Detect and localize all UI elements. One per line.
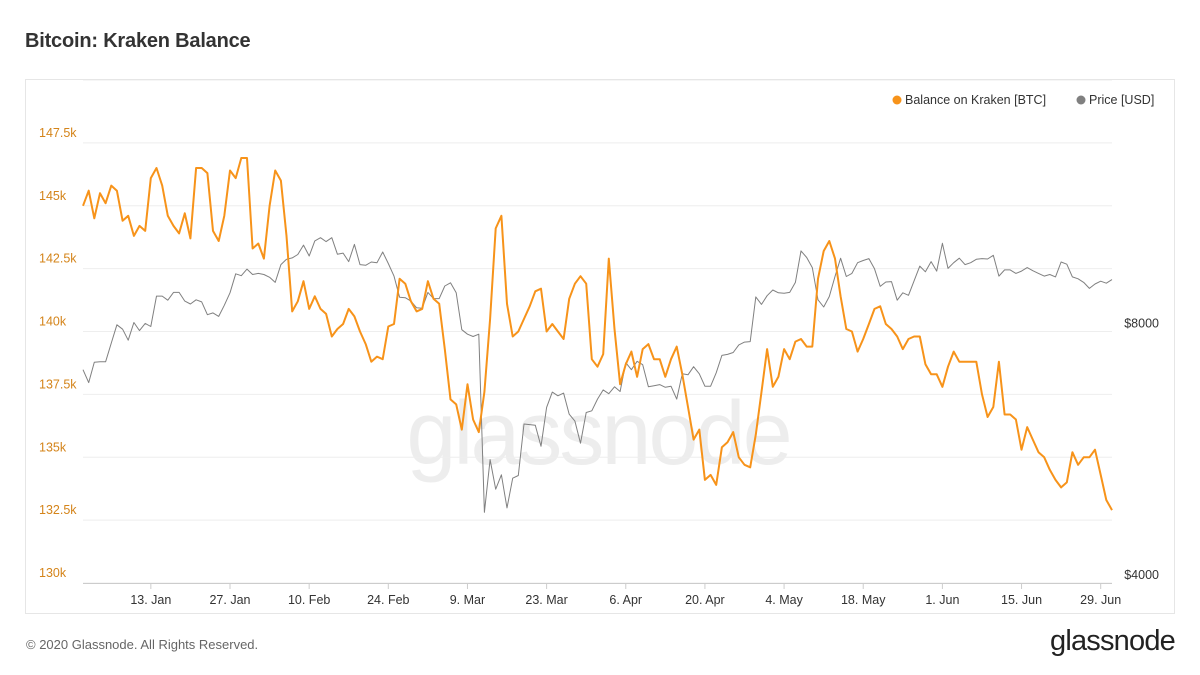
y-left-tick-label: 145k	[39, 189, 67, 203]
series-line-price	[82, 237, 1113, 513]
y-left-tick-label: 140k	[39, 315, 67, 329]
y-left-tick-label: 132.5k	[39, 503, 77, 517]
x-tick-label: 4. May	[765, 593, 803, 607]
x-tick-label: 13. Jan	[130, 593, 171, 607]
y-axis-right: $4000 $8000	[1124, 317, 1159, 583]
y-left-tick-label: 142.5k	[39, 252, 77, 266]
x-tick-label: 29. Jun	[1080, 593, 1121, 607]
chart-panel: glassnode 13. Jan 27. Jan 10. Feb 24. Feb 9.…	[25, 79, 1175, 614]
x-tick-label: 24. Feb	[367, 593, 409, 607]
page-title: Bitcoin: Kraken Balance	[25, 30, 251, 52]
legend-marker-balance	[892, 95, 902, 105]
x-tick-label: 27. Jan	[209, 593, 250, 607]
y-left-tick-label: 147.5k	[39, 126, 77, 140]
y-right-tick-label: $8000	[1124, 317, 1159, 331]
glassnode-logo: glassnode	[1049, 625, 1176, 657]
x-tick-label: 1. Jun	[925, 593, 959, 607]
series-layer	[82, 157, 1113, 513]
x-tick-label: 9. Mar	[450, 593, 485, 607]
legend-item-balance[interactable]: Balance on Kraken [BTC]	[892, 93, 1047, 107]
x-tick-label: 6. Apr	[609, 593, 642, 607]
legend: Balance on Kraken [BTC] Price [USD]	[892, 93, 1155, 107]
x-tick-label: 20. Apr	[685, 593, 725, 607]
x-tick-label: 18. May	[841, 593, 886, 607]
x-tick-label: 15. Jun	[1001, 593, 1042, 607]
legend-item-price[interactable]: Price [USD]	[1076, 93, 1155, 107]
y-left-tick-label: 130k	[39, 566, 67, 580]
y-right-tick-label: $4000	[1124, 568, 1159, 582]
y-axis-left: 130k 132.5k 135k 137.5k 140k 142.5k 145k 147.5k	[39, 126, 77, 580]
y-left-tick-label: 137.5k	[39, 377, 77, 391]
chart-svg: glassnode 13. Jan 27. Jan 10. Feb 24. Feb 9.…	[39, 80, 1159, 607]
series-line-balance	[82, 157, 1113, 511]
grid-layer	[83, 80, 1112, 584]
copyright-text: © 2020 Glassnode. All Rights Reserved.	[26, 637, 259, 652]
x-axis: 13. Jan 27. Jan 10. Feb 24. Feb 9. Mar 23. Ma…	[83, 583, 1121, 607]
x-tick-label: 23. Mar	[525, 593, 567, 607]
legend-marker-price	[1076, 95, 1086, 105]
legend-label-price: Price [USD]	[1089, 93, 1154, 107]
x-tick-label: 10. Feb	[288, 593, 330, 607]
legend-label-balance: Balance on Kraken [BTC]	[905, 93, 1046, 107]
y-left-tick-label: 135k	[39, 440, 67, 454]
